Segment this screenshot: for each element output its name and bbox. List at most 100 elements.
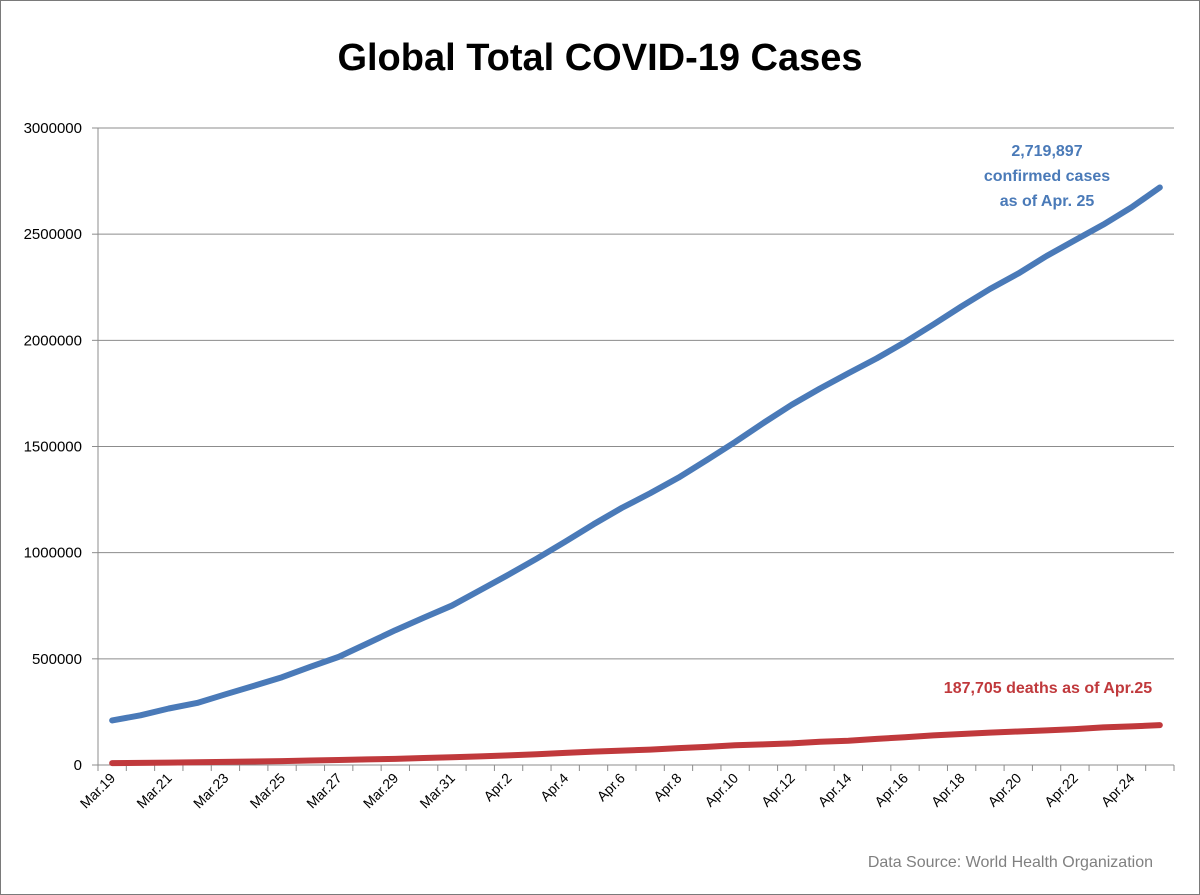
x-tick-label: Mar.31 xyxy=(416,770,458,812)
cases-annotation-date: as of Apr. 25 xyxy=(1000,193,1095,210)
cases-point xyxy=(959,304,964,309)
cases-point xyxy=(393,628,398,633)
cases-point xyxy=(110,718,115,723)
cases-point xyxy=(336,654,341,659)
deaths-point xyxy=(365,757,370,762)
deaths-point xyxy=(1157,723,1162,728)
cases-point xyxy=(591,522,596,527)
x-tick-label: Mar.21 xyxy=(133,770,175,812)
cases-point xyxy=(308,664,313,669)
y-tick-label: 3000000 xyxy=(24,120,82,137)
cases-point xyxy=(449,603,454,608)
x-tick-label: Apr.2 xyxy=(480,770,515,805)
cases-point xyxy=(987,286,992,291)
deaths-point xyxy=(563,750,568,755)
y-tick-label: 0 xyxy=(74,757,82,774)
cases-point xyxy=(1101,222,1106,227)
deaths-point xyxy=(874,736,879,741)
cases-point xyxy=(251,683,256,688)
cases-point xyxy=(619,505,624,510)
deaths-annotation: 187,705 deaths as of Apr.25 xyxy=(944,680,1153,697)
cases-point xyxy=(534,556,539,561)
deaths-point xyxy=(280,759,285,764)
deaths-point xyxy=(308,758,313,763)
x-tick-label: Apr.10 xyxy=(701,770,741,810)
deaths-point xyxy=(1044,728,1049,733)
cases-point xyxy=(733,439,738,444)
deaths-line xyxy=(109,722,1163,767)
series-lines xyxy=(109,184,1163,767)
x-tick-label: Mar.23 xyxy=(190,770,232,812)
cases-point xyxy=(478,588,483,593)
cases-point xyxy=(648,491,653,496)
y-tick-label: 500000 xyxy=(32,651,82,668)
cases-annotation-value: 2,719,897 xyxy=(1011,143,1082,160)
cases-point xyxy=(903,340,908,345)
cases-point xyxy=(138,713,143,718)
deaths-point xyxy=(534,752,539,757)
cases-point xyxy=(421,615,426,620)
x-tick-label: Apr.18 xyxy=(928,770,968,810)
x-tick-label: Mar.19 xyxy=(77,770,119,812)
deaths-point xyxy=(251,759,256,764)
cases-point xyxy=(704,458,709,463)
cases-point xyxy=(506,572,511,577)
cases-point xyxy=(195,700,200,705)
deaths-point xyxy=(846,738,851,743)
deaths-point xyxy=(110,761,115,766)
x-tick-label: Apr.4 xyxy=(537,770,572,805)
deaths-point xyxy=(704,744,709,749)
cases-point xyxy=(223,692,228,697)
x-tick-label: Apr.16 xyxy=(871,770,911,810)
x-tick-label: Mar.27 xyxy=(303,770,345,812)
cases-point xyxy=(846,371,851,376)
cases-point xyxy=(1044,253,1049,258)
cases-point xyxy=(1129,205,1134,210)
confirmed-cases-line xyxy=(109,184,1163,724)
deaths-point xyxy=(1072,727,1077,732)
deaths-point xyxy=(987,730,992,735)
deaths-point xyxy=(648,747,653,752)
y-tick-label: 2000000 xyxy=(24,332,82,349)
y-tick-label: 1500000 xyxy=(24,439,82,456)
cases-point xyxy=(676,475,681,480)
deaths-point xyxy=(1101,725,1106,730)
gridlines xyxy=(98,127,1174,660)
deaths-point xyxy=(591,749,596,754)
deaths-point xyxy=(959,731,964,736)
deaths-point xyxy=(903,735,908,740)
deaths-point xyxy=(761,742,766,747)
x-tick-label: Apr.24 xyxy=(1098,770,1138,810)
x-tick-label: Mar.25 xyxy=(247,770,289,812)
deaths-point xyxy=(393,756,398,761)
x-tick-label: Apr.20 xyxy=(984,770,1024,810)
data-source-note: Data Source: World Health Organization xyxy=(867,854,1153,871)
y-axis-tick-labels: 0 500000 1000000 1500000 2000000 2500000 30000… xyxy=(24,120,82,774)
deaths-point xyxy=(223,759,228,764)
deaths-point xyxy=(1016,729,1021,734)
chart-title: Global Total COVID-19 Cases xyxy=(337,37,863,79)
deaths-point xyxy=(931,733,936,738)
x-tick-label: Apr.8 xyxy=(650,770,685,805)
y-tick-label: 2500000 xyxy=(24,226,82,243)
deaths-point xyxy=(506,753,511,758)
deaths-point xyxy=(478,754,483,759)
x-tick-label: Apr.14 xyxy=(815,770,855,810)
cases-point xyxy=(874,356,879,361)
deaths-point xyxy=(195,760,200,765)
axes xyxy=(92,127,1175,771)
cases-point xyxy=(365,641,370,646)
deaths-point xyxy=(336,758,341,763)
deaths-point xyxy=(138,760,143,765)
cases-point xyxy=(166,706,171,711)
cases-point xyxy=(563,539,568,544)
x-tick-label: Mar.29 xyxy=(360,770,402,812)
deaths-point xyxy=(449,755,454,760)
deaths-point xyxy=(1129,724,1134,729)
deaths-point xyxy=(676,746,681,751)
cases-point xyxy=(1072,238,1077,243)
cases-point xyxy=(931,322,936,327)
deaths-point xyxy=(818,739,823,744)
